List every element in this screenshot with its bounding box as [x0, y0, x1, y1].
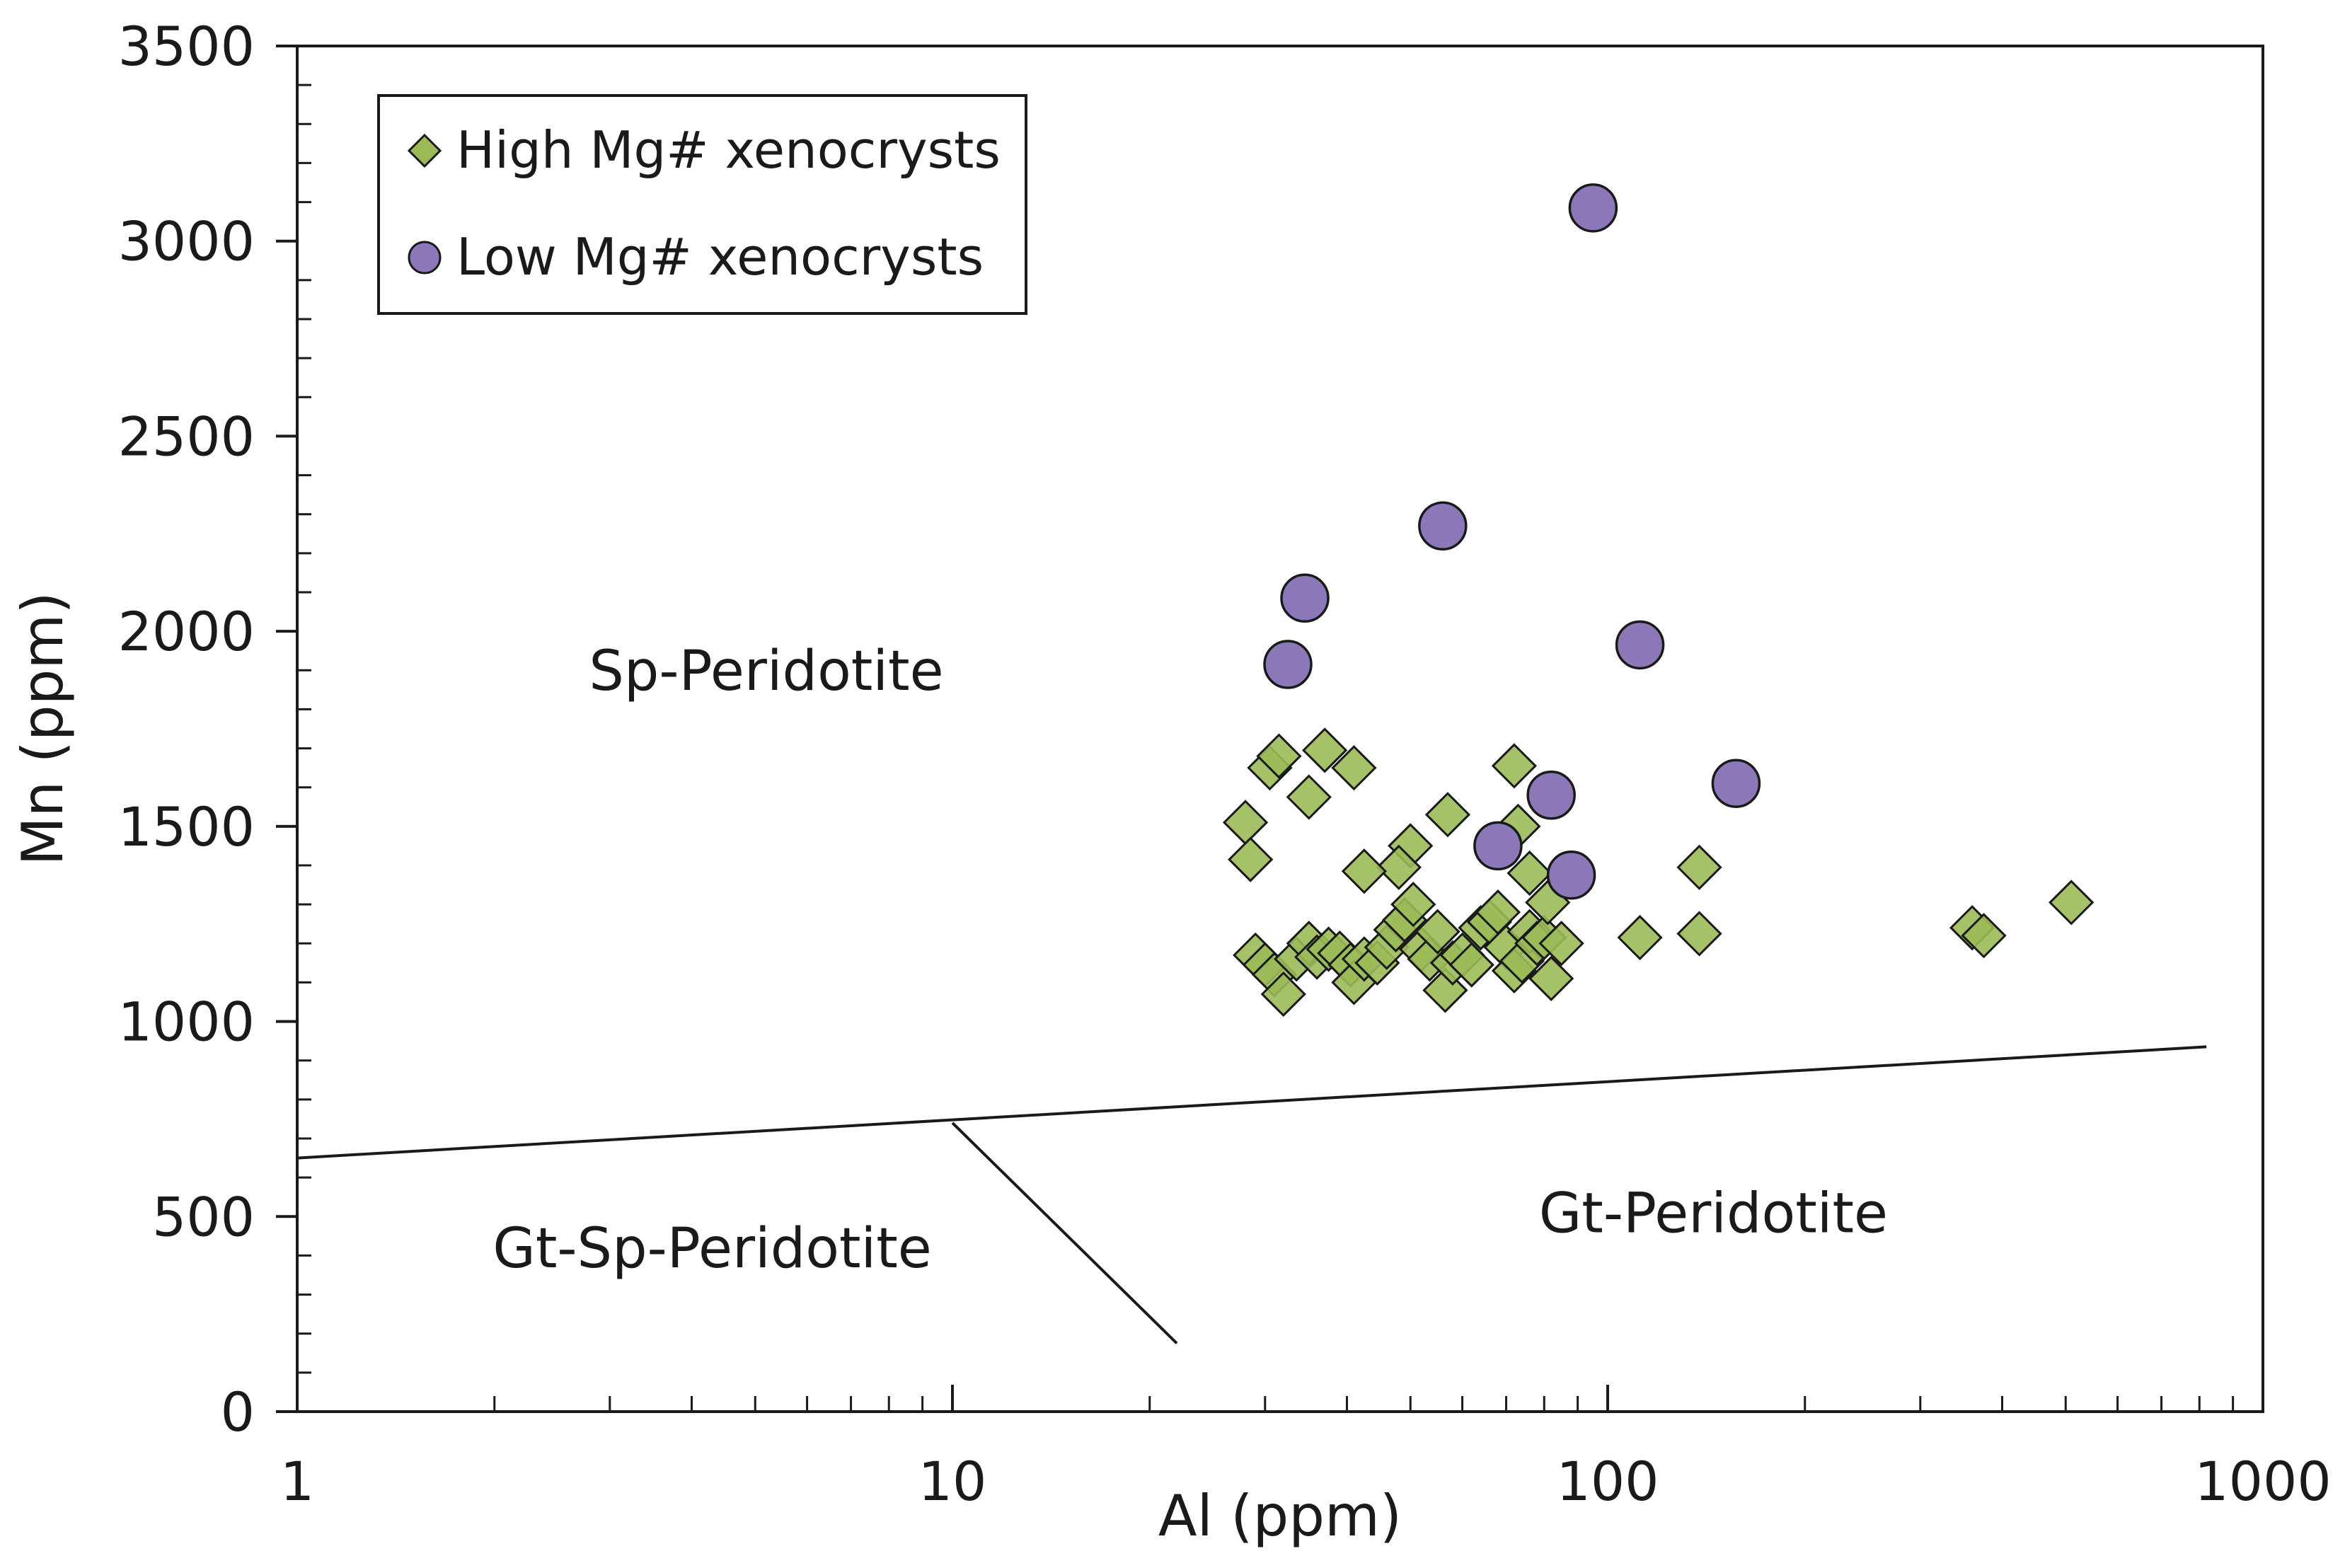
x-tick-label: 100	[1556, 1450, 1659, 1513]
y-tick-label: 2500	[118, 405, 255, 468]
y-tick-label: 3000	[118, 210, 255, 273]
data-point-high-mg	[1676, 911, 1722, 957]
data-point-high-mg	[1676, 844, 1722, 890]
data-point-high-mg	[1390, 882, 1436, 928]
legend-box	[377, 94, 1027, 315]
data-point-low-mg	[1418, 501, 1468, 551]
x-tick-label: 10	[918, 1450, 987, 1513]
data-point-high-mg	[1302, 727, 1348, 773]
legend-marker-high-mg	[407, 133, 442, 168]
data-point-high-mg	[1331, 745, 1377, 791]
data-point-high-mg	[1260, 971, 1306, 1018]
data-point-high-mg	[1376, 844, 1422, 890]
axes: 1 10 100 1000 0 500 1000 1500 2000 2500 3000 3500	[118, 15, 2332, 1513]
x-tick-label: 1	[280, 1450, 314, 1513]
x-tick-label: 1000	[2194, 1450, 2331, 1513]
y-tick-label: 3500	[118, 15, 255, 78]
data-point-high-mg	[1528, 955, 1574, 1002]
data-point-high-mg	[1961, 913, 2007, 959]
plot-area: Sp-Peridotite Gt-Sp-Peridotite Gt-Peridoti…	[296, 183, 2207, 1344]
data-point-high-mg	[1491, 743, 1538, 789]
legend-label-high-mg: High Mg# xenocrysts	[456, 120, 1001, 180]
boundary-line-1	[296, 1045, 2207, 1160]
data-point-high-mg	[1256, 733, 1302, 779]
data-point-high-mg	[1422, 967, 1468, 1013]
data-point-high-mg	[1286, 774, 1332, 820]
data-point-high-mg	[2049, 880, 2095, 926]
data-point-high-mg	[1448, 942, 1494, 988]
plot-frame	[296, 45, 2264, 1413]
data-point-low-mg	[1546, 851, 1596, 900]
data-point-low-mg	[1526, 770, 1576, 820]
y-axis-title: Mn (ppm)	[10, 592, 76, 865]
region-label-1: Sp-Peridotite	[589, 640, 943, 703]
y-tick-label: 1500	[118, 795, 255, 858]
data-point-high-mg	[1415, 909, 1460, 955]
y-tick-label: 500	[152, 1185, 255, 1248]
data-point-low-mg	[1263, 640, 1313, 689]
y-tick-label: 0	[221, 1380, 255, 1443]
y-tick-label: 2000	[118, 600, 255, 663]
data-point-high-mg	[1617, 914, 1663, 961]
data-point-low-mg	[1280, 573, 1330, 623]
data-point-high-mg	[1341, 848, 1388, 894]
boundary-line-2	[951, 1122, 1178, 1344]
data-point-low-mg	[1473, 821, 1523, 871]
region-label-2: Gt-Sp-Peridotite	[492, 1217, 931, 1281]
data-point-high-mg	[1506, 850, 1552, 897]
legend-label-low-mg: Low Mg# xenocrysts	[456, 227, 984, 287]
data-point-low-mg	[1711, 759, 1761, 808]
data-point-high-mg	[1538, 921, 1584, 967]
data-point-low-mg	[1615, 620, 1665, 670]
legend: High Mg# xenocrysts Low Mg# xenocrysts	[377, 94, 1027, 315]
x-axis-title: Al (ppm)	[1158, 1483, 1402, 1549]
data-point-high-mg	[1228, 836, 1274, 882]
data-point-low-mg	[1568, 183, 1618, 233]
data-point-high-mg	[1424, 792, 1471, 838]
y-tick-label: 1000	[118, 991, 255, 1054]
region-label-3: Gt-Peridotite	[1539, 1182, 1888, 1245]
legend-marker-low-mg	[408, 241, 442, 275]
